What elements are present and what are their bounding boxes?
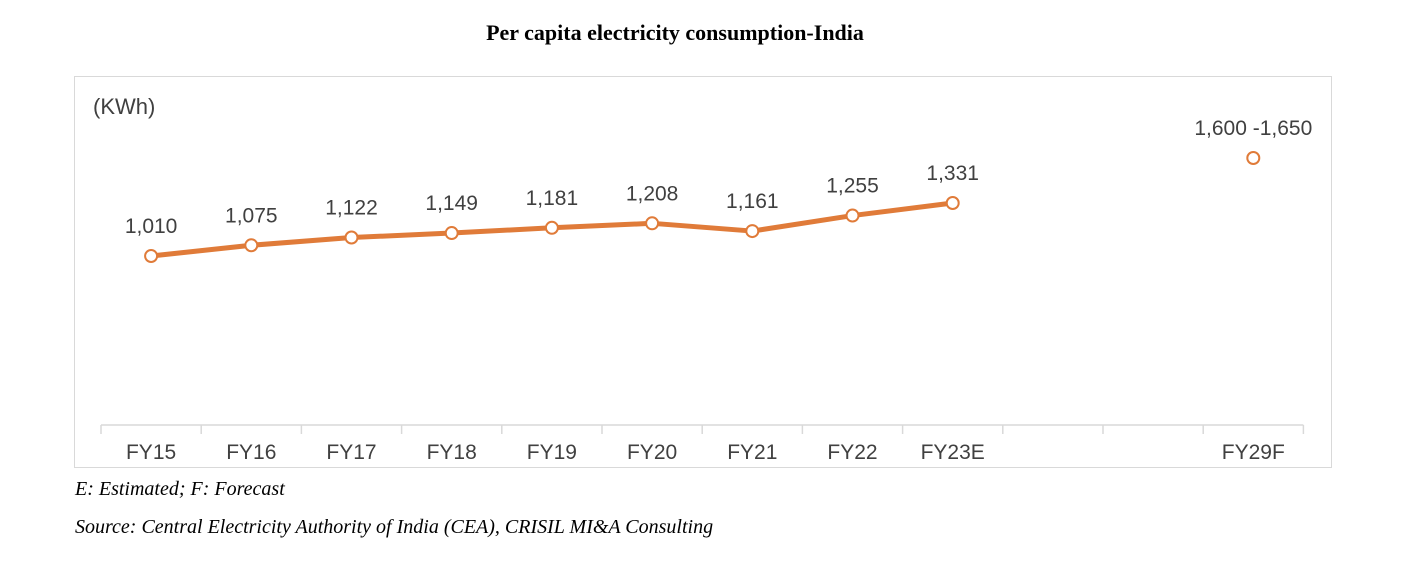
x-tick-label: FY19 xyxy=(527,441,577,464)
data-label: 1,010 xyxy=(125,215,178,238)
x-tick-label: FY29F xyxy=(1222,441,1285,464)
x-tick-label: FY21 xyxy=(727,441,777,464)
data-point xyxy=(945,196,960,210)
x-tick-label: FY18 xyxy=(427,441,477,464)
data-label: 1,331 xyxy=(926,162,979,185)
forecast-point xyxy=(1246,151,1261,165)
x-tick-label: FY16 xyxy=(226,441,276,464)
data-point xyxy=(444,226,459,241)
data-label: 1,161 xyxy=(726,190,779,213)
data-point xyxy=(144,249,159,263)
chart-frame xyxy=(74,76,1332,468)
data-label: 1,149 xyxy=(425,192,478,215)
data-label: 1,255 xyxy=(826,175,879,198)
data-point xyxy=(745,224,760,239)
data-point xyxy=(645,216,660,231)
data-point xyxy=(244,238,259,253)
data-point xyxy=(845,208,860,223)
x-tick-label: FY20 xyxy=(627,441,677,464)
data-label: 1,181 xyxy=(526,187,579,210)
data-label: 1,075 xyxy=(225,204,278,227)
x-tick-label: FY22 xyxy=(827,441,877,464)
x-tick-label: FY23E xyxy=(921,441,985,464)
chart-title: Per capita electricity consumption-India xyxy=(486,20,864,45)
x-tick-label: FY17 xyxy=(326,441,376,464)
data-label: 1,208 xyxy=(626,182,679,205)
data-point xyxy=(344,230,359,245)
footnote-legend: E: Estimated; F: Forecast xyxy=(75,478,285,500)
data-label: 1,122 xyxy=(325,197,378,220)
y-unit-label: (KWh) xyxy=(93,94,155,119)
data-point xyxy=(544,220,559,235)
footnote-source: Source: Central Electricity Authority of… xyxy=(75,516,714,538)
forecast-label: 1,600 -1,650 xyxy=(1194,117,1312,140)
x-tick-label: FY15 xyxy=(126,441,176,464)
